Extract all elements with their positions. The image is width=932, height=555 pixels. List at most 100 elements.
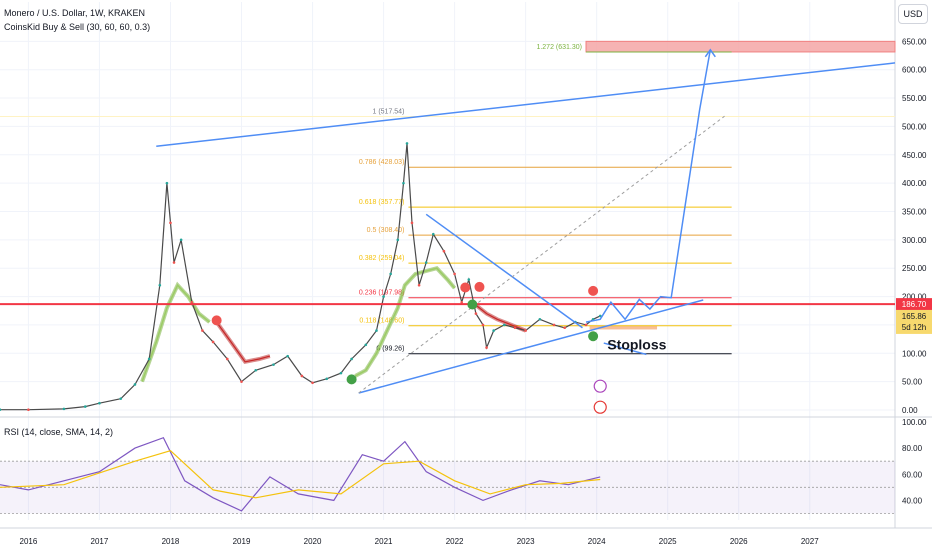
rsi-sma-line [0, 450, 601, 499]
price-point [481, 323, 485, 327]
price-point [563, 326, 567, 330]
price-point [201, 329, 204, 332]
zones [585, 40, 896, 330]
target-zone [585, 40, 896, 53]
price-point [240, 380, 243, 383]
price-tick-label: 350.00 [902, 207, 927, 216]
fib-level-label: 1 (517.54) [373, 108, 405, 115]
price-point [286, 354, 289, 358]
time-tick-label: 2026 [730, 537, 748, 546]
rsi-tick-label: 60.00 [902, 470, 923, 479]
price-point [133, 383, 137, 386]
price-point [325, 377, 329, 381]
current-price-badge [896, 309, 932, 334]
lower-trendline [358, 299, 704, 394]
price-point [0, 408, 2, 411]
price-point [62, 407, 66, 411]
rsi-tick-label: 40.00 [902, 496, 923, 505]
price-point [350, 357, 353, 361]
price-point [492, 329, 495, 332]
price-point [513, 326, 517, 330]
price-point [474, 312, 478, 315]
trendlines: Stoploss [0, 48, 896, 394]
price-point [389, 272, 392, 276]
indicator-bands [140, 265, 527, 383]
price-tick-label: 300.00 [902, 236, 927, 245]
price-point [179, 238, 183, 242]
time-tick-label: 2020 [304, 537, 322, 546]
price-point [453, 272, 456, 276]
rsi-tick-label: 80.00 [902, 444, 923, 453]
fib-level-label: 0.382 (259.04) [359, 255, 405, 262]
price-point [503, 323, 506, 327]
price-tick-label: 600.00 [902, 66, 927, 75]
time-tick-label: 2017 [91, 537, 109, 546]
price-point [405, 142, 409, 145]
price-tick-label: 50.00 [902, 378, 923, 387]
rsi-tick-label: 100.00 [902, 418, 927, 427]
stoploss-label: Stoploss [607, 337, 666, 353]
price-point [226, 357, 229, 361]
price-point [584, 323, 588, 327]
fib-level-label: 0.786 (428.03) [359, 159, 405, 166]
price-point [300, 374, 304, 378]
stoploss-zone [589, 326, 658, 330]
descending-trendline [425, 213, 583, 329]
time-tick-label: 2025 [659, 537, 677, 546]
time-tick-label: 2021 [375, 537, 393, 546]
price-point [431, 232, 435, 236]
fib-level-label: 1.272 (631.30) [536, 44, 582, 51]
sell-signal[interactable] [474, 281, 485, 292]
price-point [339, 371, 343, 375]
time-tick-label: 2027 [801, 537, 819, 546]
fib-level-label: 0 (99.26) [376, 346, 404, 353]
price-point [254, 368, 258, 372]
price-point [382, 295, 385, 298]
currency-button[interactable]: USD [898, 4, 928, 24]
price-point [98, 401, 101, 405]
axes: 0.0050.00100.00150.00200.00250.00300.003… [20, 37, 932, 546]
flag-icon[interactable] [593, 400, 607, 414]
buy-signal[interactable] [588, 331, 599, 342]
buy-signal[interactable] [467, 299, 478, 310]
price-tick-label: 500.00 [902, 122, 927, 131]
fib-level-label: 0.618 (357.77) [359, 199, 405, 206]
price-point [272, 363, 275, 366]
rsi-line [0, 436, 601, 512]
symbol-title: Monero / U.S. Dollar, 1W, KRAKEN [4, 8, 146, 18]
rsi-pane [0, 436, 895, 514]
time-tick-label: 2018 [162, 537, 180, 546]
sell-signal[interactable] [460, 282, 471, 293]
sell-signal[interactable] [211, 315, 222, 326]
event-icon[interactable] [593, 379, 607, 393]
countdown-text: 5d 12h [902, 323, 926, 332]
breakdown-trendline [603, 342, 647, 356]
buy-band-line [141, 283, 210, 382]
price-point [396, 238, 400, 242]
resistance-badge-text: 186.70 [902, 300, 927, 309]
current-price-text: 165.86 [902, 312, 927, 321]
price-tick-label: 200.00 [902, 293, 927, 302]
signals [211, 281, 607, 414]
price-point [410, 221, 414, 225]
price-point [598, 314, 602, 318]
price-point [552, 323, 556, 327]
fib-level-label: 0.118 (148.60) [359, 318, 404, 325]
buy-signal[interactable] [346, 374, 357, 385]
price-point [211, 340, 215, 344]
price-point [83, 405, 87, 408]
price-point [485, 346, 488, 349]
sell-signal[interactable] [588, 285, 599, 296]
price-point [460, 300, 464, 304]
fib-level-label: 0.236 (197.98) [359, 290, 405, 297]
dashed-projection [358, 115, 725, 394]
fib-level-label: 0.5 (308.40) [367, 227, 405, 234]
price-point [375, 329, 378, 332]
price-point [467, 278, 471, 281]
price-point [402, 181, 405, 185]
price-point [169, 221, 172, 225]
price-tick-label: 0.00 [902, 406, 918, 415]
price-point [27, 408, 30, 412]
price-point [524, 329, 527, 332]
